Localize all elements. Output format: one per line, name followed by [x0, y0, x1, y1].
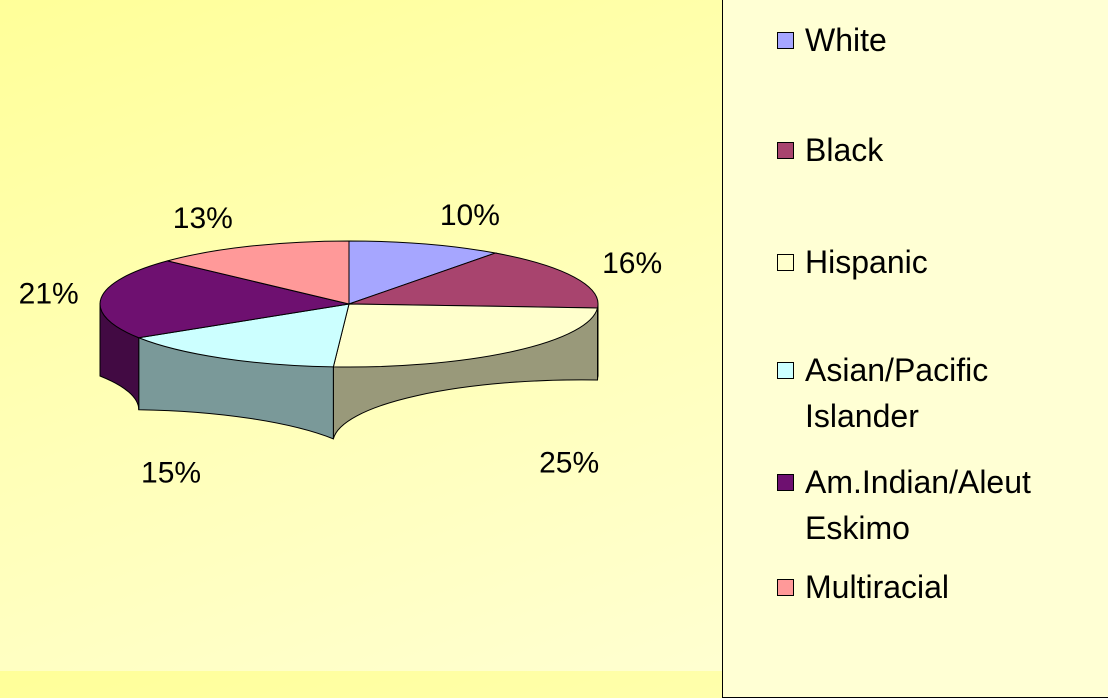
legend-swatch — [777, 254, 794, 271]
chart: 10% 16% 25% 15% 21% 13% — [0, 0, 722, 671]
legend-entry: Am.Indian/Aleut Eskimo — [777, 459, 1075, 551]
legend-entry: Black — [777, 127, 1075, 173]
legend-swatch — [777, 32, 794, 49]
data-label: 25% — [539, 446, 599, 479]
data-label: 21% — [19, 277, 79, 310]
legend-label: White — [805, 22, 887, 58]
legend-entry: Hispanic — [777, 239, 1075, 285]
legend-label: Multiracial — [805, 569, 949, 605]
legend-swatch — [777, 474, 794, 491]
legend-label: Asian/Pacific Islander — [805, 352, 988, 434]
data-label: 13% — [173, 202, 233, 235]
legend-entry: White — [777, 17, 1075, 63]
data-label: 16% — [602, 247, 662, 280]
legend-entry: Multiracial — [777, 564, 1075, 610]
data-label: 10% — [440, 199, 500, 232]
legend-label: Am.Indian/Aleut Eskimo — [805, 464, 1031, 546]
legend-entry: Asian/Pacific Islander — [777, 347, 1075, 439]
page: 10% 16% 25% 15% 21% 13% White Black Hispanic Asi… — [0, 0, 1108, 671]
legend-swatch — [777, 579, 794, 596]
legend: White Black Hispanic Asian/Pacific Islander… — [722, 0, 1108, 698]
legend-label: Black — [805, 132, 883, 168]
legend-label: Hispanic — [805, 244, 928, 280]
data-label: 15% — [141, 457, 201, 490]
legend-swatch — [777, 362, 794, 379]
legend-swatch — [777, 142, 794, 159]
